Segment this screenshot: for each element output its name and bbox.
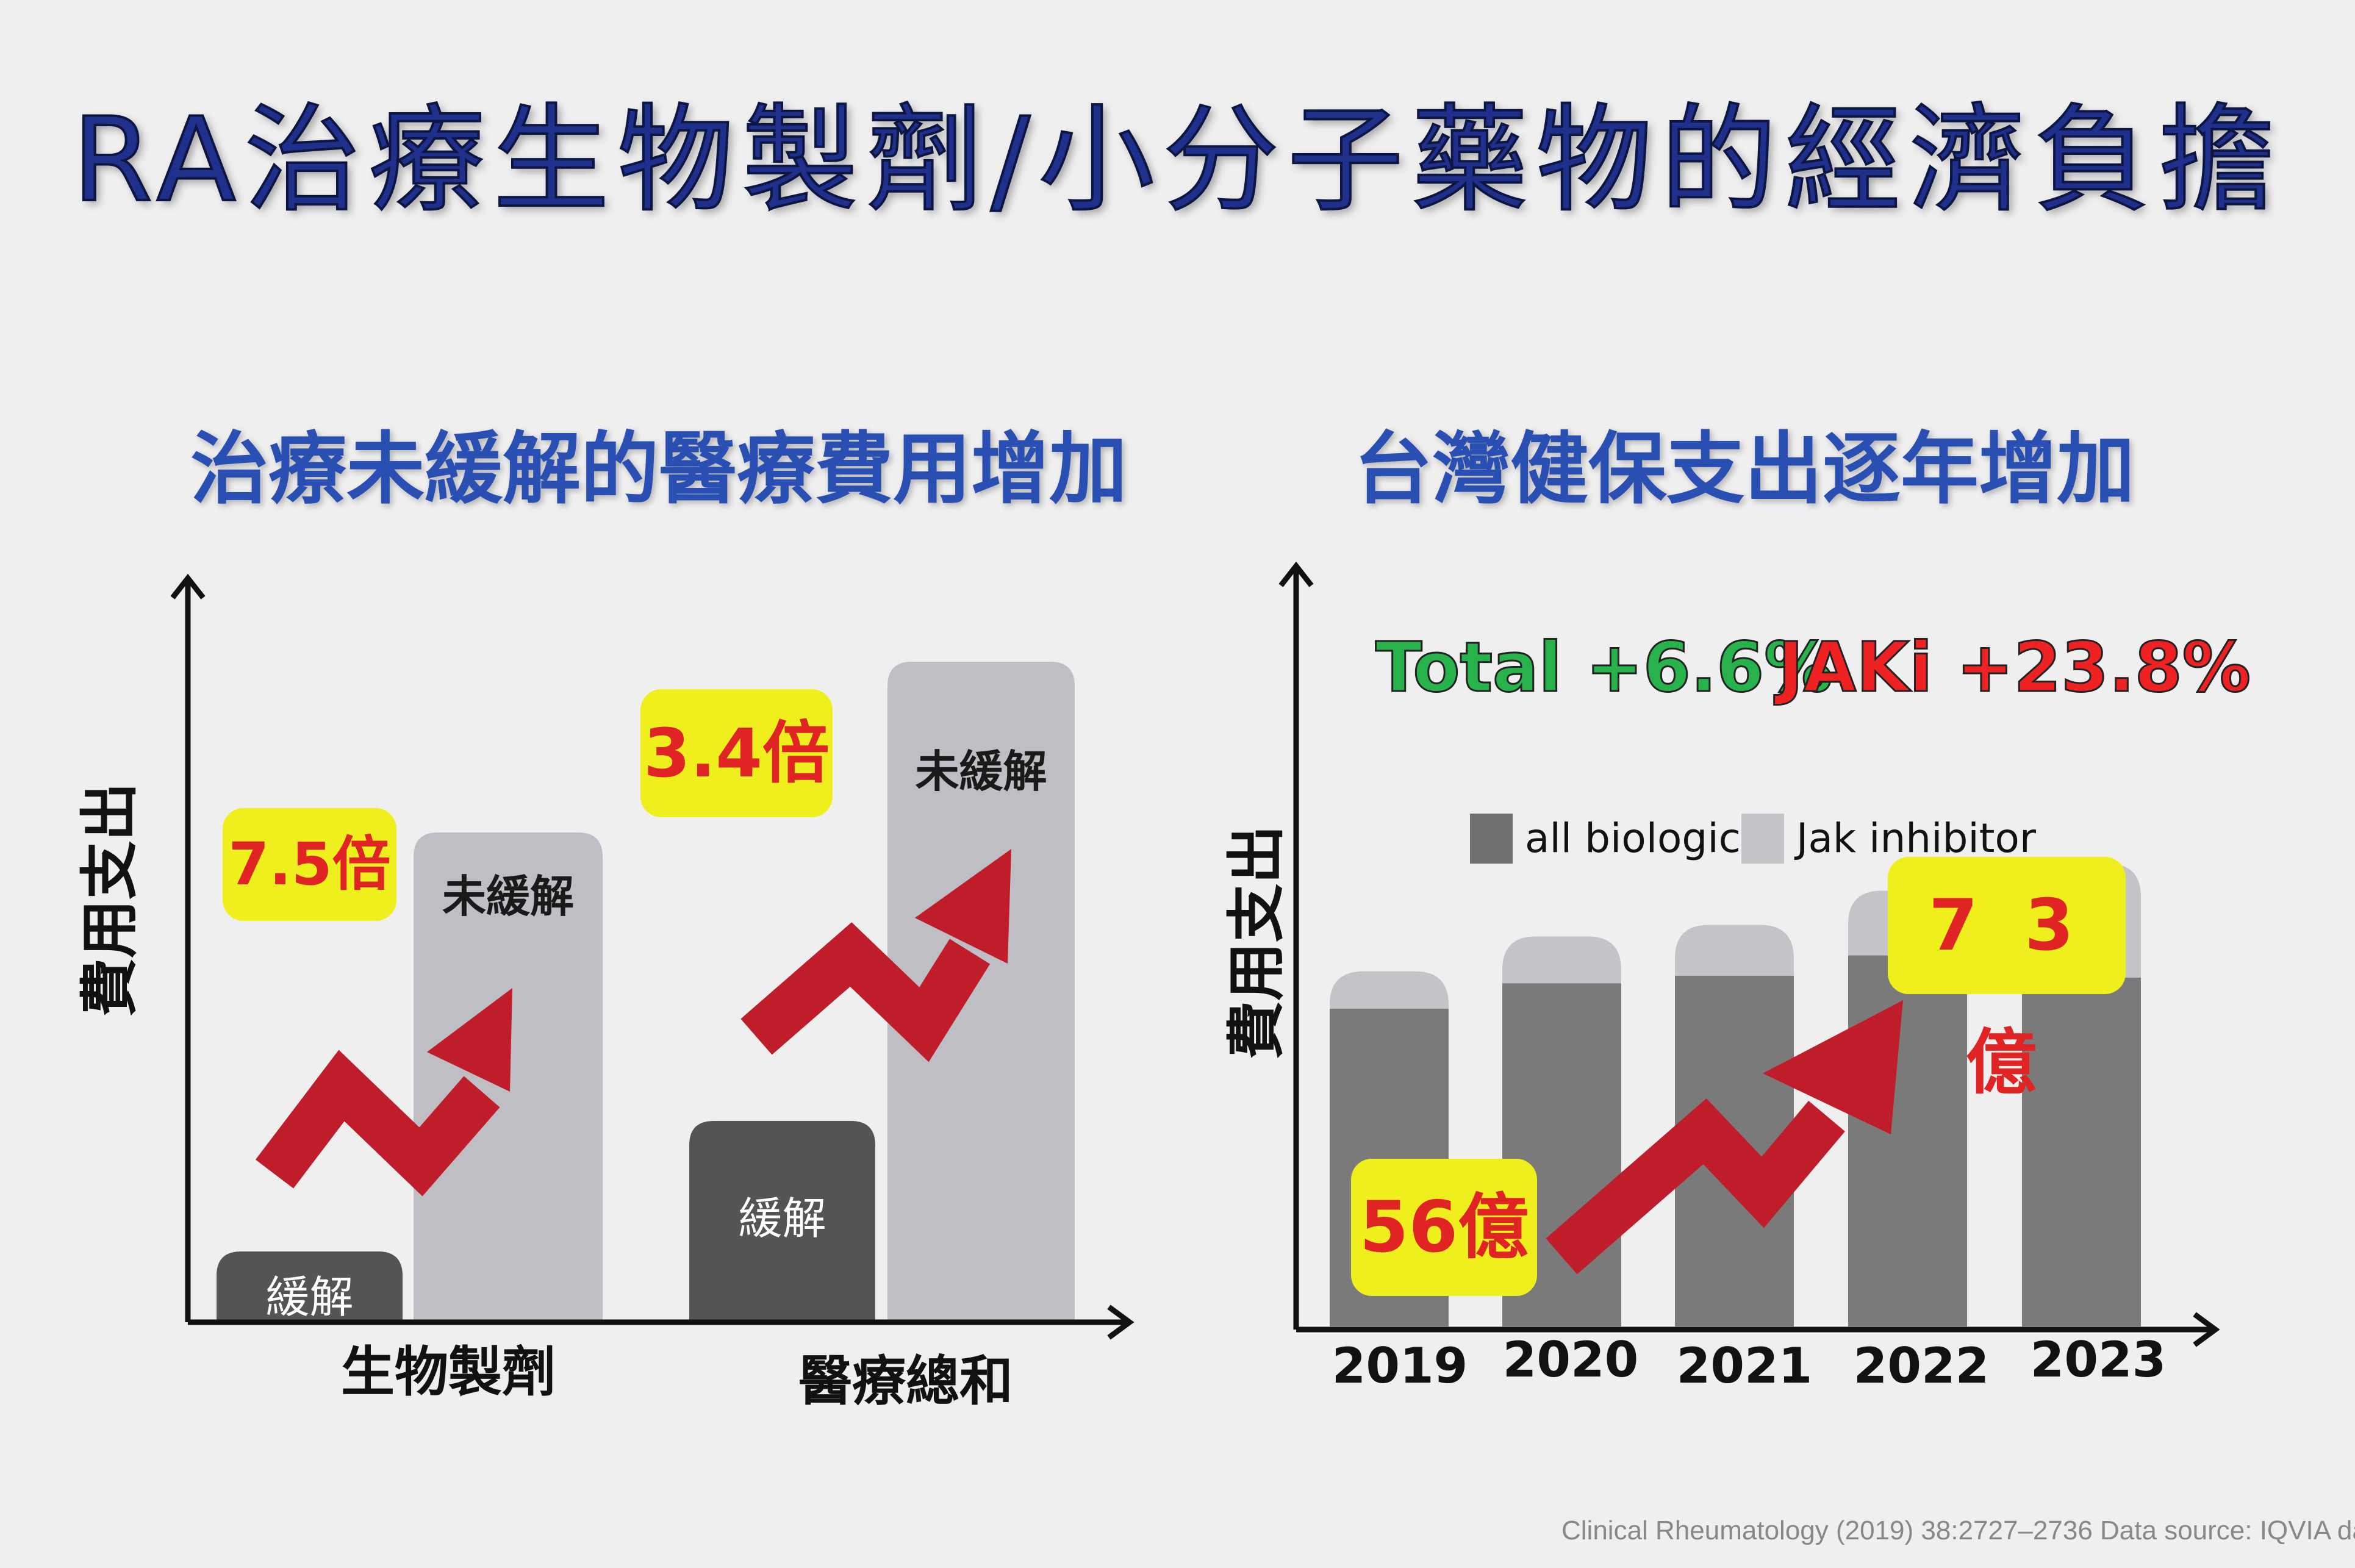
year-label-2023: 2023 <box>2030 1331 2167 1388</box>
page-title: RA治療生物製劑/小分子藥物的經濟負擔 <box>71 91 2283 229</box>
year-label-2019: 2019 <box>1332 1337 1468 1394</box>
amount-badge-2019: 56億 <box>1351 1159 1537 1296</box>
year-label-2020: 2020 <box>1502 1331 1639 1388</box>
left-category-label-biologics: 生物製劑 <box>340 1341 556 1403</box>
source-footnote: Clinical Rheumatology (2019) 38:2727–273… <box>1561 1516 2355 1545</box>
trend-arrow-body <box>740 922 991 1062</box>
bar-remission-0 <box>217 1251 403 1322</box>
bar-jak-inhibitor-2020 <box>1502 936 1621 985</box>
trend-arrow-biologics <box>255 988 512 1197</box>
bar-all-biologics-2023 <box>2022 978 2141 1326</box>
bar-jak-inhibitor-2019 <box>1330 971 1449 1010</box>
ratio-badge-biologics: 7.5倍 <box>223 808 396 921</box>
ratio-badge-total: 3.4倍 <box>640 689 833 817</box>
growth-jaki-label: JAKi +23.8% <box>1777 628 2252 709</box>
left-y-axis-arrowhead <box>170 573 206 600</box>
bar-remission-1 <box>689 1121 875 1322</box>
legend-swatch-jak-inhibitor <box>1741 814 1784 864</box>
right-y-axis-title: 費用支出 <box>1222 825 1291 1059</box>
legend-item-jak-inhibitor: Jak inhibitor <box>1741 805 2037 872</box>
growth-total-label: Total +6.6% <box>1374 628 1833 709</box>
trend-arrow-body <box>1546 1098 1845 1275</box>
right-panel-subtitle: 台灣健保支出逐年增加 <box>1353 424 2135 515</box>
bar-jak-inhibitor-2021 <box>1675 925 1794 977</box>
trend-arrow-expenditure <box>1546 1000 1903 1275</box>
legend-swatch-all-biologics <box>1470 814 1513 864</box>
trend-arrow-head <box>1763 1000 1903 1134</box>
right-y-axis-arrowhead <box>1278 561 1314 587</box>
right-x-axis-arrowhead <box>2193 1312 2220 1347</box>
bar-label-non-remission: 未緩解 <box>442 871 574 922</box>
left-y-axis-title: 費用支出 <box>76 782 144 1017</box>
left-category-label-total: 醫療總和 <box>798 1350 1013 1412</box>
left-x-axis-arrowhead <box>1107 1305 1134 1340</box>
legend-label: Jak inhibitor <box>1796 815 2037 862</box>
year-label-2021: 2021 <box>1676 1337 1813 1394</box>
bar-all-biologics-2022 <box>1848 955 1967 1326</box>
bar-non-remission-1 <box>887 662 1075 1322</box>
trend-arrow-total <box>740 849 1011 1062</box>
left-panel-subtitle: 治療未緩解的醫療費用增加 <box>190 424 1127 515</box>
trend-arrow-body <box>255 1050 500 1197</box>
trend-arrow-head <box>427 988 512 1092</box>
trend-arrows <box>255 849 1903 1275</box>
legend-label: all biologics <box>1525 815 1762 862</box>
bar-label-non-remission: 未緩解 <box>915 746 1047 797</box>
bar-label-remission: 緩解 <box>265 1272 353 1323</box>
legend-item-all-biologics: all biologics <box>1470 805 1762 872</box>
trend-arrow-head <box>915 849 1011 964</box>
bar-label-remission: 緩解 <box>738 1193 826 1244</box>
amount-badge-2023: 7 3 億 <box>1888 857 2126 1104</box>
year-label-2022: 2022 <box>1853 1337 1990 1394</box>
